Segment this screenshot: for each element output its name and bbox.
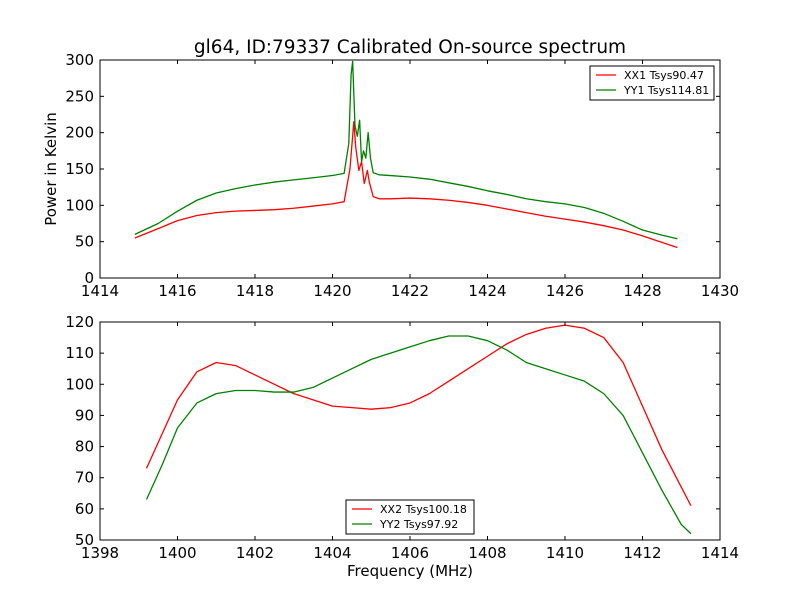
x-axis-label: Frequency (MHz) [347, 562, 473, 580]
y-tick-label: 300 [65, 51, 94, 69]
y-tick-label: 0 [84, 269, 94, 287]
x-tick-label: 1416 [158, 282, 196, 300]
y-tick-label: 60 [75, 500, 94, 518]
y-tick-label: 100 [65, 196, 94, 214]
x-tick-label: 1400 [158, 544, 196, 562]
y-tick-label: 120 [65, 313, 94, 331]
series-line-1 [145, 324, 692, 507]
legend-entry-label: YY2 Tsys97.92 [379, 518, 458, 531]
chart-title: gl64, ID:79337 Calibrated On-source spec… [194, 37, 626, 58]
x-tick-label: 1410 [546, 544, 584, 562]
y-tick-label: 70 [75, 469, 94, 487]
y-tick-label: 110 [65, 344, 94, 362]
y-tick-label: 50 [75, 531, 94, 549]
y-tick-label: 50 [75, 233, 94, 251]
y-tick-label: 90 [75, 406, 94, 424]
x-tick-label: 1406 [391, 544, 429, 562]
x-tick-label: 1422 [391, 282, 429, 300]
x-tick-label: 1404 [313, 544, 351, 562]
series-line-1 [134, 121, 678, 249]
x-tick-label: 1418 [236, 282, 274, 300]
x-tick-label: 1430 [701, 282, 739, 300]
y-tick-label: 200 [65, 124, 94, 142]
x-tick-label: 1424 [468, 282, 506, 300]
legend-entry-label: YY1 Tsys114.81 [623, 84, 709, 97]
x-tick-label: 1428 [623, 282, 661, 300]
chart-panel-2: 1398 1400 1402 1404 1406 1408 1410 1412 1414 50 60… [65, 313, 739, 580]
y-tick-label: 150 [65, 160, 94, 178]
legend: XX1 Tsys90.47 YY1 Tsys114.81 [589, 65, 715, 101]
legend: XX2 Tsys100.18 YY2 Tsys97.92 [345, 499, 475, 535]
y-tick-label: 80 [75, 438, 94, 456]
series-line-2 [145, 335, 692, 535]
legend-entry-label: XX1 Tsys90.47 [624, 69, 704, 82]
y-axis-label: Power in Kelvin [42, 112, 60, 226]
y-tick-label: 250 [65, 87, 94, 105]
x-tick-label: 1426 [546, 282, 584, 300]
x-tick-label: 1414 [701, 544, 739, 562]
x-tick-label: 1412 [623, 544, 661, 562]
x-tick-label: 1420 [313, 282, 351, 300]
y-tick-label: 100 [65, 375, 94, 393]
legend-box [589, 65, 715, 101]
x-tick-label: 1402 [236, 544, 274, 562]
chart-panel-1: 1414 1416 1418 1420 1422 1424 1426 1428 1430 0 50 1… [42, 51, 739, 300]
series-line-2 [134, 60, 678, 240]
legend-box [345, 499, 475, 535]
legend-entry-label: XX2 Tsys100.18 [380, 503, 467, 516]
x-tick-label: 1398 [81, 544, 119, 562]
x-tick-label: 1408 [468, 544, 506, 562]
x-tick-label: 1414 [81, 282, 119, 300]
